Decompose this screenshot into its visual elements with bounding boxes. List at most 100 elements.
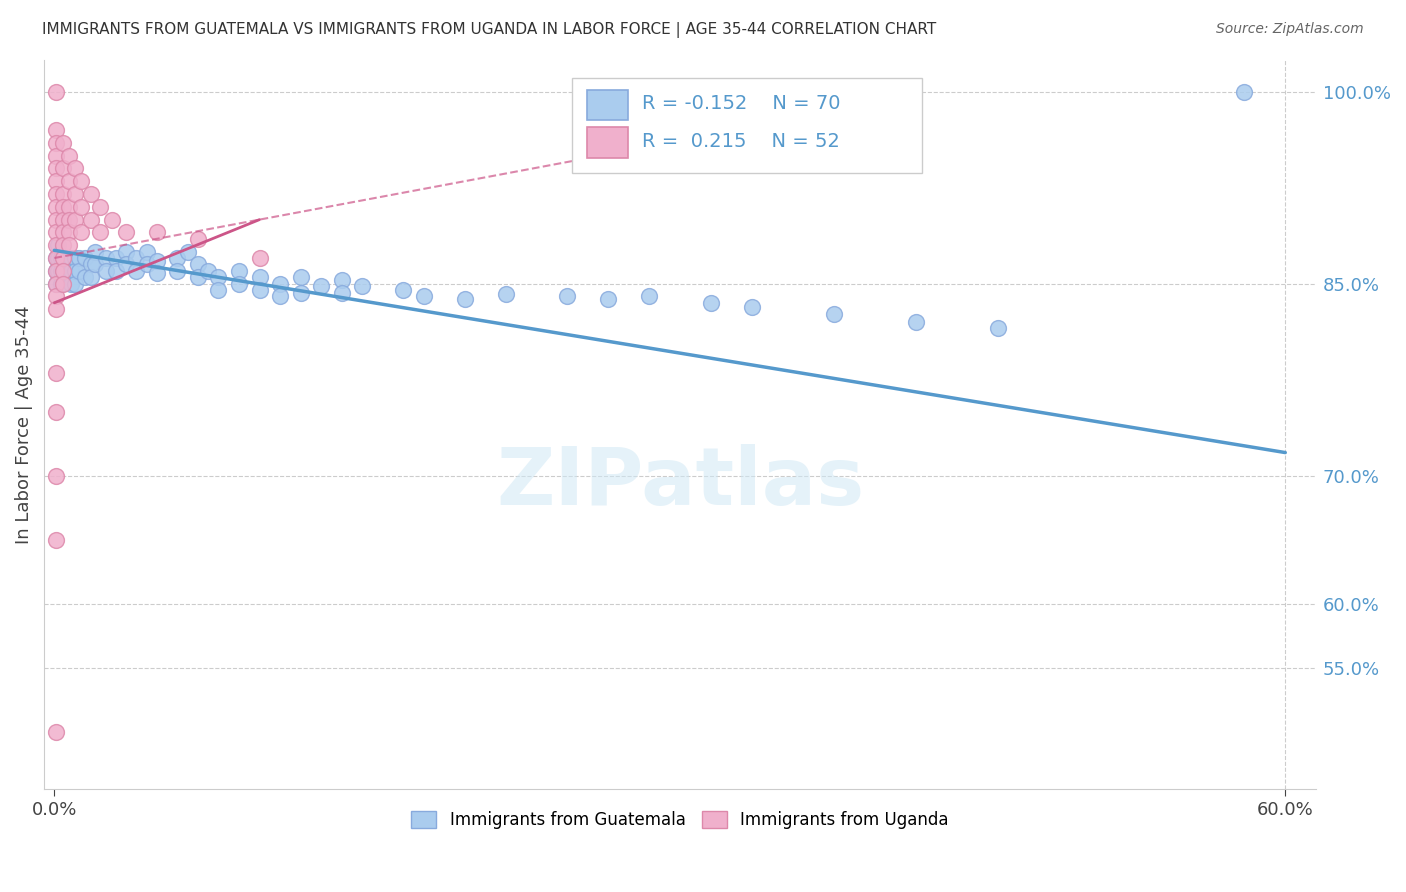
Point	[58, 200, 80, 214]
Point	[63, 212, 86, 227]
Point	[84, 244, 107, 259]
Point	[48, 264, 70, 278]
Point	[45, 302, 67, 317]
Point	[45, 289, 67, 303]
Point	[290, 285, 312, 300]
Point	[45, 366, 67, 380]
Text: ZIPatlas: ZIPatlas	[496, 444, 865, 522]
Point	[70, 174, 93, 188]
Point	[67, 251, 90, 265]
FancyBboxPatch shape	[572, 78, 922, 173]
Point	[1233, 85, 1256, 99]
Point	[45, 264, 67, 278]
Point	[115, 226, 138, 240]
Point	[58, 174, 80, 188]
Point	[904, 315, 927, 329]
Point	[52, 200, 75, 214]
Point	[146, 253, 169, 268]
Point	[700, 295, 723, 310]
Point	[125, 264, 148, 278]
Point	[269, 277, 291, 291]
Point	[228, 264, 250, 278]
Point	[52, 186, 75, 201]
Point	[125, 251, 148, 265]
Point	[352, 279, 374, 293]
Point	[75, 270, 97, 285]
Point	[987, 321, 1010, 335]
Point	[70, 226, 93, 240]
Point	[80, 186, 103, 201]
Point	[63, 251, 86, 265]
Point	[412, 289, 434, 303]
Point	[135, 244, 157, 259]
Point	[48, 251, 70, 265]
Text: R = -0.152    N = 70: R = -0.152 N = 70	[643, 94, 841, 113]
Point	[207, 270, 229, 285]
Point	[598, 292, 620, 306]
Point	[823, 307, 845, 321]
Point	[135, 257, 157, 271]
Point	[45, 212, 67, 227]
Point	[741, 300, 763, 314]
Point	[59, 277, 82, 291]
Point	[63, 277, 86, 291]
Text: IMMIGRANTS FROM GUATEMALA VS IMMIGRANTS FROM UGANDA IN LABOR FORCE | AGE 35-44 C: IMMIGRANTS FROM GUATEMALA VS IMMIGRANTS …	[42, 22, 936, 38]
Point	[52, 264, 75, 278]
Point	[638, 289, 661, 303]
Point	[67, 264, 90, 278]
Point	[45, 226, 67, 240]
Point	[58, 148, 80, 162]
Point	[80, 212, 103, 227]
Point	[45, 238, 67, 252]
Point	[115, 257, 138, 271]
Point	[207, 283, 229, 297]
Text: Source: ZipAtlas.com: Source: ZipAtlas.com	[1216, 22, 1364, 37]
Point	[52, 161, 75, 176]
Point	[80, 257, 103, 271]
Point	[45, 186, 67, 201]
Point	[228, 277, 250, 291]
Point	[75, 251, 97, 265]
Point	[48, 238, 70, 252]
Point	[94, 251, 117, 265]
Point	[52, 251, 75, 265]
Point	[177, 244, 200, 259]
Point	[555, 289, 578, 303]
Legend: Immigrants from Guatemala, Immigrants from Uganda: Immigrants from Guatemala, Immigrants fr…	[405, 804, 956, 836]
Point	[146, 226, 169, 240]
Point	[94, 264, 117, 278]
Point	[330, 273, 353, 287]
Point	[45, 533, 67, 547]
Point	[249, 283, 271, 297]
Point	[45, 468, 67, 483]
Point	[58, 226, 80, 240]
Point	[197, 264, 219, 278]
Point	[104, 264, 127, 278]
Point	[80, 270, 103, 285]
Point	[45, 404, 67, 418]
Point	[45, 148, 67, 162]
Point	[52, 277, 75, 291]
Point	[269, 289, 291, 303]
Point	[45, 200, 67, 214]
Point	[187, 270, 209, 285]
Point	[59, 264, 82, 278]
Point	[45, 85, 67, 99]
Point	[89, 226, 111, 240]
Point	[45, 277, 67, 291]
Text: R =  0.215    N = 52: R = 0.215 N = 52	[643, 132, 839, 151]
Point	[58, 212, 80, 227]
Point	[495, 286, 517, 301]
Point	[52, 136, 75, 150]
Point	[453, 292, 475, 306]
Point	[101, 212, 124, 227]
Point	[392, 283, 415, 297]
Point	[45, 136, 67, 150]
Point	[166, 251, 188, 265]
Point	[63, 186, 86, 201]
Point	[49, 277, 72, 291]
Point	[115, 244, 138, 259]
FancyBboxPatch shape	[588, 128, 628, 158]
Point	[45, 264, 67, 278]
Point	[45, 277, 67, 291]
